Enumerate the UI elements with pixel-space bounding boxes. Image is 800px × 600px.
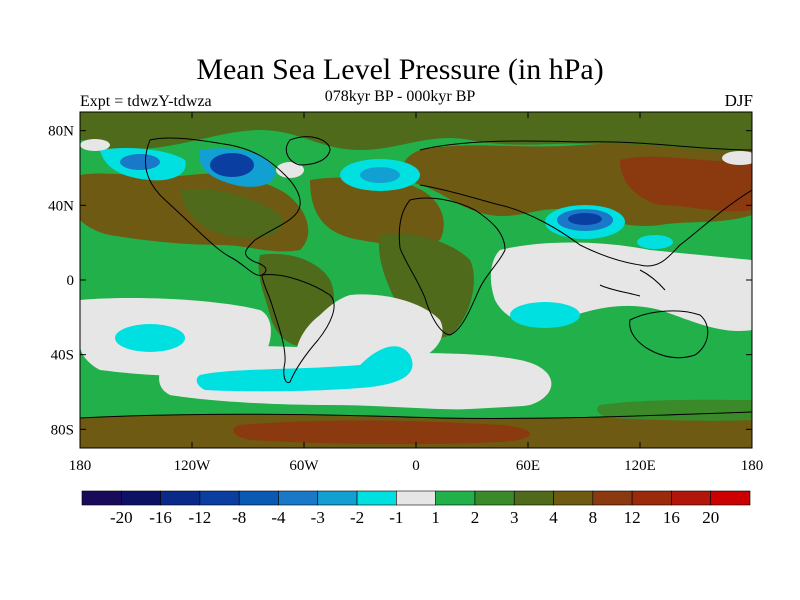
field-siberia-anomaly xyxy=(620,156,752,212)
colorbar-swatch xyxy=(120,490,161,506)
colorbar-swatch xyxy=(592,490,633,506)
lon-tick-label: 180 xyxy=(741,458,764,474)
field-antarctic-strong-anomaly xyxy=(233,420,530,445)
map-subtitle: 078kyr BP - 000kyr BP xyxy=(324,88,476,105)
colorbar: -20 -16 -12 -8 -4 -3 -2 -1 1 2 3 4 8 12 16 20 xyxy=(81,490,751,527)
colorbar-swatch xyxy=(317,490,358,506)
colorbar-swatch xyxy=(81,490,122,506)
lat-tick-label: 80S xyxy=(51,422,74,438)
lon-tick-label: 60W xyxy=(289,458,319,474)
colorbar-label: 16 xyxy=(663,508,680,527)
colorbar-label: -8 xyxy=(232,508,246,527)
field-north-atlantic-anomaly xyxy=(310,177,444,246)
colorbar-swatch xyxy=(435,490,476,506)
lon-tick-label: 120E xyxy=(624,458,656,474)
field-southern-ocean-negative xyxy=(196,346,413,392)
colorbar-swatch xyxy=(631,490,672,506)
colorbar-label: 8 xyxy=(589,508,598,527)
lat-tick-label: 40N xyxy=(48,198,74,214)
colorbar-swatch xyxy=(513,490,554,506)
colorbar-label: -4 xyxy=(271,508,286,527)
coastlines xyxy=(80,136,752,419)
field-alaska-negative-core xyxy=(120,154,160,170)
field-arctic-band xyxy=(80,112,752,155)
field-arctic-east-neutral xyxy=(722,151,752,165)
colorbar-label: 4 xyxy=(549,508,558,527)
colorbar-label: 2 xyxy=(471,508,480,527)
lon-tick-label: 60E xyxy=(516,458,540,474)
colorbar-swatch xyxy=(671,490,712,506)
field-hudson-negative-core xyxy=(210,153,254,177)
colorbar-swatch xyxy=(238,490,279,506)
field-southeast-band xyxy=(597,399,752,421)
longitude-axis: 180 120W 60W 0 60E 120E 180 xyxy=(69,112,764,474)
colorbar-label: -2 xyxy=(350,508,364,527)
eurasia-coastline xyxy=(419,140,752,267)
lat-tick-label: 80N xyxy=(48,124,74,140)
lon-tick-label: 0 xyxy=(412,458,420,474)
field-tibet-negative-core xyxy=(568,213,602,225)
field-north-atlantic-negative-core xyxy=(360,167,400,183)
field-south-pacific-negative xyxy=(115,324,185,352)
pressure-anomaly-field xyxy=(80,112,752,448)
colorbar-swatch xyxy=(396,490,436,506)
colorbar-label: -3 xyxy=(311,508,325,527)
field-southern-green-band xyxy=(80,390,752,420)
lon-tick-label: 120W xyxy=(174,458,212,474)
australia-coastline xyxy=(629,310,709,359)
colorbar-swatch xyxy=(710,490,751,506)
colorbar-swatch xyxy=(356,490,397,506)
south-america-coastline xyxy=(261,274,335,384)
colorbar-label: -1 xyxy=(389,508,403,527)
colorbar-label: -12 xyxy=(189,508,212,527)
colorbar-swatch xyxy=(474,490,515,506)
field-west-pacific-negative xyxy=(637,235,673,249)
colorbar-swatch xyxy=(199,490,240,506)
colorbar-label: 20 xyxy=(702,508,719,527)
lat-tick-label: 40S xyxy=(51,348,74,364)
field-greenland-neutral xyxy=(276,162,304,178)
colorbar-label: 1 xyxy=(431,508,440,527)
africa-coastline xyxy=(398,197,506,336)
field-indian-ocean-negative xyxy=(510,302,580,328)
colorbar-swatch xyxy=(160,490,201,506)
colorbar-label: 3 xyxy=(510,508,519,527)
colorbar-swatch xyxy=(278,490,319,506)
colorbar-swatch xyxy=(553,490,594,506)
latitude-axis: 80N 40N 0 40S 80S xyxy=(48,124,752,438)
lon-tick-label: 180 xyxy=(69,458,92,474)
antarctica-coastline xyxy=(80,411,752,419)
map-title: Mean Sea Level Pressure (in hPa) xyxy=(196,53,604,86)
colorbar-label: 12 xyxy=(624,508,641,527)
season-label: DJF xyxy=(724,91,753,110)
north-america-coastline xyxy=(145,137,301,276)
field-north-america-anomaly xyxy=(180,189,283,239)
colorbar-label: -20 xyxy=(110,508,133,527)
greenland-coastline xyxy=(285,136,331,166)
field-arctic-west-neutral xyxy=(80,139,110,151)
colorbar-label: -16 xyxy=(149,508,172,527)
experiment-label: Expt = tdwzY-tdwza xyxy=(80,93,212,110)
maritime-continent-coastline xyxy=(599,269,666,297)
lat-tick-label: 0 xyxy=(67,273,75,289)
